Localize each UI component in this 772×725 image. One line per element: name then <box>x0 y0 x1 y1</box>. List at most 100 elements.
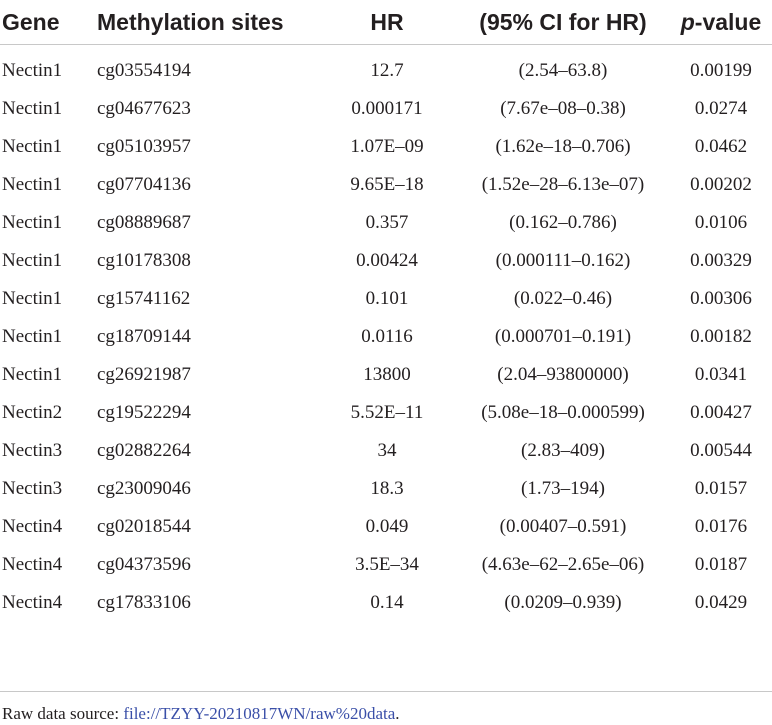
footnote-suffix: . <box>395 704 400 723</box>
cell-methylation-site: cg19522294 <box>97 402 191 423</box>
cell-p-value: 0.0341 <box>694 364 748 385</box>
cell-hr: 0.049 <box>365 516 409 537</box>
header-p-value: p-value <box>670 0 772 45</box>
table-header: Gene Methylation sites HR (95% CI for HR… <box>0 0 772 45</box>
cell-gene: Nectin2 <box>2 402 63 423</box>
cell-ci: (1.52e–28–6.13e–07) <box>481 174 645 195</box>
cell-methylation-site: cg26921987 <box>97 364 191 385</box>
cell-ci: (4.63e–62–2.65e–06) <box>481 554 645 575</box>
cell-gene: Nectin1 <box>2 288 63 309</box>
cell-gene: Nectin3 <box>2 478 63 499</box>
cell-gene: Nectin1 <box>2 212 63 233</box>
table-row: Nectin1 cg26921987 13800 (2.04–93800000) 0.0… <box>0 356 772 394</box>
table-row: Nectin1 cg07704136 9.65E–18 (1.52e–28–6.13e… <box>0 166 772 204</box>
cell-hr: 9.65E–18 <box>350 174 424 195</box>
table-row: Nectin1 cg04677623 0.000171 (7.67e–08–0.38)… <box>0 90 772 128</box>
table-row: Nectin2 cg19522294 5.52E–11 (5.08e–18–0.000… <box>0 394 772 432</box>
raw-data-link[interactable]: file://TZYY-20210817WN/raw%20data <box>123 704 396 723</box>
cell-hr: 0.101 <box>365 288 409 309</box>
cell-hr: 34 <box>377 440 397 461</box>
table-row: Nectin1 cg18709144 0.0116 (0.000701–0.191) 0… <box>0 318 772 356</box>
header-methylation-sites: Methylation sites <box>95 0 318 45</box>
cell-methylation-site: cg02018544 <box>97 516 191 537</box>
cell-p-value: 0.0429 <box>694 592 748 613</box>
header-gene: Gene <box>0 0 95 45</box>
header-p-suffix: -value <box>694 8 762 35</box>
cell-hr: 0.14 <box>370 592 404 613</box>
header-ci: (95% CI for HR) <box>456 0 670 45</box>
cell-methylation-site: cg04677623 <box>97 98 191 119</box>
cell-gene: Nectin1 <box>2 136 63 157</box>
cell-p-value: 0.00427 <box>690 402 752 423</box>
cell-hr: 3.5E–34 <box>355 554 419 575</box>
cell-p-value: 0.00306 <box>690 288 752 309</box>
cell-ci: (0.000111–0.162) <box>495 250 631 271</box>
footnote: Raw data source: file://TZYY-20210817WN/… <box>2 704 400 724</box>
header-hr: HR <box>318 0 456 45</box>
cell-gene: Nectin4 <box>2 516 63 537</box>
cell-ci: (0.0209–0.939) <box>504 592 622 613</box>
table-row: Nectin3 cg02882264 34 (2.83–409) 0.00544 <box>0 432 772 470</box>
cell-methylation-site: cg10178308 <box>97 250 191 271</box>
cell-p-value: 0.00544 <box>690 440 752 461</box>
data-table-container: Gene Methylation sites HR (95% CI for HR… <box>0 0 772 623</box>
cell-ci: (0.162–0.786) <box>509 212 617 233</box>
cell-gene: Nectin1 <box>2 250 63 271</box>
cell-methylation-site: cg05103957 <box>97 136 191 157</box>
cell-ci: (1.73–194) <box>521 478 605 499</box>
cell-hr: 13800 <box>363 364 411 385</box>
cell-gene: Nectin1 <box>2 174 63 195</box>
table-body: Nectin1 cg03554194 12.7 (2.54–63.8) 0.00199 N… <box>0 45 772 623</box>
cell-p-value: 0.0157 <box>694 478 748 499</box>
cell-hr: 0.000171 <box>351 98 423 119</box>
cell-gene: Nectin1 <box>2 98 63 119</box>
cell-p-value: 0.0187 <box>694 554 748 575</box>
cell-hr: 0.357 <box>365 212 409 233</box>
cell-p-value: 0.00329 <box>690 250 752 271</box>
cell-hr: 18.3 <box>370 478 404 499</box>
cell-methylation-site: cg02882264 <box>97 440 191 461</box>
cell-methylation-site: cg15741162 <box>97 288 191 309</box>
cell-gene: Nectin1 <box>2 60 63 81</box>
header-row: Gene Methylation sites HR (95% CI for HR… <box>0 0 772 45</box>
cell-hr: 12.7 <box>370 60 404 81</box>
cell-methylation-site: cg03554194 <box>97 60 191 81</box>
footnote-prefix: Raw data source: <box>2 704 124 723</box>
table-row: Nectin1 cg08889687 0.357 (0.162–0.786) 0.010… <box>0 204 772 242</box>
cell-methylation-site: cg07704136 <box>97 174 191 195</box>
cell-methylation-site: cg18709144 <box>97 326 191 347</box>
table-row: Nectin4 cg02018544 0.049 (0.00407–0.591) 0.0… <box>0 508 772 546</box>
cell-p-value: 0.0176 <box>694 516 748 537</box>
cell-ci: (0.00407–0.591) <box>499 516 627 537</box>
cell-p-value: 0.00182 <box>690 326 752 347</box>
cell-gene: Nectin1 <box>2 364 63 385</box>
table-row: Nectin1 cg10178308 0.00424 (0.000111–0.162)… <box>0 242 772 280</box>
cell-p-value: 0.00199 <box>690 60 752 81</box>
cell-ci: (1.62e–18–0.706) <box>495 136 631 157</box>
cell-ci: (2.54–63.8) <box>518 60 608 81</box>
cell-ci: (0.022–0.46) <box>513 288 613 309</box>
cell-hr: 0.00424 <box>356 250 418 271</box>
cell-hr: 5.52E–11 <box>350 402 424 423</box>
cell-p-value: 0.0106 <box>694 212 748 233</box>
cell-p-value: 0.00202 <box>690 174 752 195</box>
methylation-hr-table: Gene Methylation sites HR (95% CI for HR… <box>0 0 772 623</box>
cell-ci: (5.08e–18–0.000599) <box>481 402 645 423</box>
cell-methylation-site: cg17833106 <box>97 592 191 613</box>
cell-hr: 0.0116 <box>361 326 413 347</box>
cell-p-value: 0.0274 <box>694 98 748 119</box>
cell-methylation-site: cg04373596 <box>97 554 191 575</box>
cell-gene: Nectin4 <box>2 592 63 613</box>
header-p-italic: p <box>680 8 695 35</box>
cell-ci: (2.04–93800000) <box>497 364 629 385</box>
cell-ci: (2.83–409) <box>521 440 605 461</box>
table-row: Nectin3 cg23009046 18.3 (1.73–194) 0.0157 <box>0 470 772 508</box>
cell-methylation-site: cg23009046 <box>97 478 191 499</box>
cell-methylation-site: cg08889687 <box>97 212 191 233</box>
table-row: Nectin1 cg05103957 1.07E–09 (1.62e–18–0.706… <box>0 128 772 166</box>
cell-hr: 1.07E–09 <box>350 136 424 157</box>
table-row: Nectin1 cg15741162 0.101 (0.022–0.46) 0.0030… <box>0 280 772 318</box>
table-bottom-rule <box>0 691 772 692</box>
cell-ci: (0.000701–0.191) <box>494 326 632 347</box>
table-row: Nectin4 cg04373596 3.5E–34 (4.63e–62–2.65e–… <box>0 546 772 584</box>
